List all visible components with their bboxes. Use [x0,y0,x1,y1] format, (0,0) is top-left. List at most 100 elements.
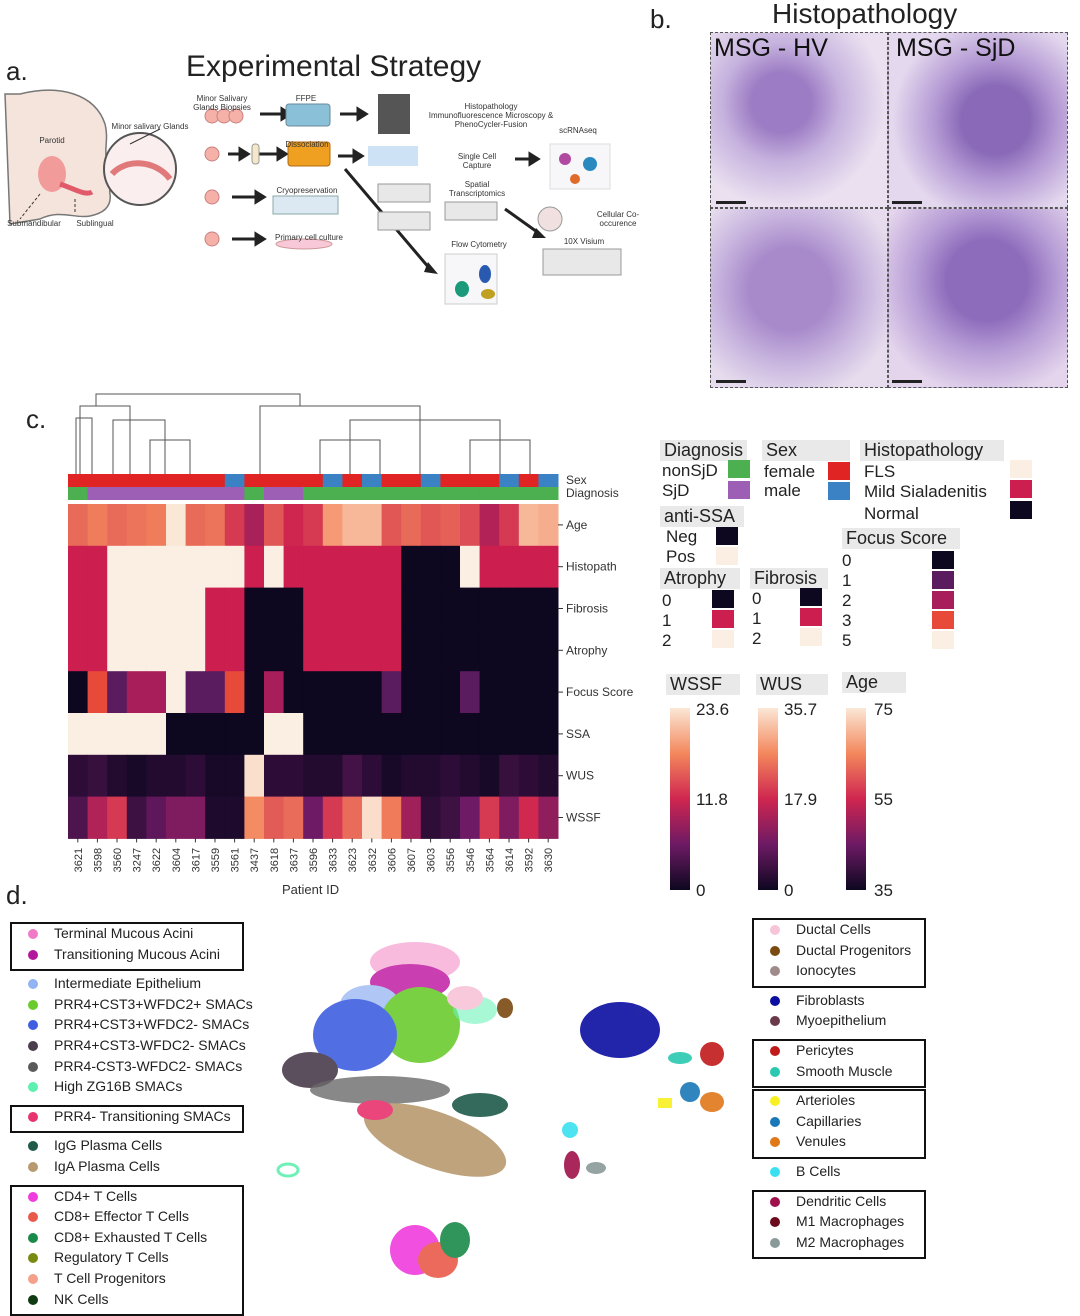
heatmap-cell [342,504,363,547]
heatmap-diagnosis-cell [440,487,461,500]
heatmap-cell [264,545,285,589]
anatomy-minor-label: Minor salivary Glands [111,122,189,131]
legend-item-label: CD4+ T Cells [54,1187,138,1204]
heatmap-cell [322,587,343,630]
heatmap-cell [538,671,559,714]
heatmap-diagnosis-cell [362,487,383,500]
legend-dot [28,1162,38,1172]
legend-swatch [932,571,954,589]
legend-swatch [1010,501,1032,519]
heatmap-cell [107,629,128,672]
dendrogram-branch [300,405,421,474]
histology-sjd-top [888,32,1068,208]
legend-swatch [828,462,850,480]
legend-histopathology-item: Normal [864,504,919,523]
heatmap-cell [87,504,108,547]
heatmap-cell [401,671,422,714]
heatmap-cell [166,629,187,672]
step-visium-label: 10X Visium [563,237,605,246]
heatmap-diagnosis-cell [518,487,539,500]
heatmap-cell [126,796,147,839]
heatmap-diagnosis-cell [185,487,206,500]
heatmap-cell [244,671,265,714]
heatmap-cell [342,629,363,672]
heatmap-cell [420,796,441,839]
heatmap-sex-cell [479,474,500,487]
heatmap-cell [322,713,343,756]
heatmap-cell [205,587,226,630]
heatmap-cell [479,796,500,839]
heatmap-x-label: 3637 [288,848,300,872]
heatmap-x-label: 3561 [230,848,242,872]
legend-item-label: B Cells [796,1163,841,1179]
heatmap-cell [244,754,265,798]
heatmap-x-label: 3632 [367,848,379,872]
heatmap-cell [205,796,226,839]
heatmap-cell [244,713,265,756]
legend-atrophy-item: 1 [662,611,672,630]
heatmap-cell [303,587,324,630]
histology-hv-bottom [710,208,888,388]
legend-item-label: PRR4+CST3+WFDC2- SMACs [54,1016,250,1033]
heatmap-cell [322,545,343,589]
heatmap-diagnosis-cell [244,487,265,500]
legend-item-label: PRR4+CST3+WFDC2+ SMACs [54,995,253,1012]
legend-item-label: IgA Plasma Cells [54,1158,160,1174]
umap-cluster-prr4-transitioning [357,1100,393,1120]
heatmap-cell [401,796,422,839]
umap-cluster-prr4-neg [310,1076,450,1104]
heatmap-sex-cell [381,474,402,487]
heatmap-cell [381,545,402,589]
heatmap-cell [362,504,383,547]
dendrogram-branch [112,419,130,474]
legend-item-label: IgG Plasma Cells [54,1137,163,1154]
heatmap-cell [185,545,206,589]
legend-item-label: M2 Macrophages [796,1233,905,1250]
heatmap-cell [107,671,128,714]
heatmap-cell [205,504,226,547]
heatmap-cell [244,796,265,839]
heatmap-cell [224,754,245,798]
heatmap-cell [479,545,500,589]
heatmap-cell [244,545,265,589]
legend-focus-score-title: Focus Score [842,528,960,549]
heatmap-cell [146,587,167,630]
heatmap-row-label: WUS [566,769,594,783]
heatmap-x-label: 3559 [210,848,222,872]
heatmap-cell [185,754,206,798]
legend-dot [770,1016,780,1027]
panel-c-label: c. [26,404,47,434]
heatmap-cell [381,629,402,672]
heatmap-cell [87,587,108,630]
heatmap-cell [146,754,167,798]
heatmap-cell [185,671,206,714]
legend-dot [28,1020,38,1031]
heatmap-sex-cell [107,474,128,487]
heatmap-cell [126,713,147,756]
heatmap-cell [440,545,461,589]
heatmap-cell [126,629,147,672]
heatmap-cell [342,754,363,798]
umap-cluster-venules [700,1092,724,1112]
heatmap-cell [362,629,383,672]
heatmap-cell [440,504,461,547]
heatmap-cell [479,587,500,630]
heatmap-cell [146,629,167,672]
legend-item-label: Smooth Muscle [796,1062,893,1079]
heatmap-cell [499,504,520,547]
dendrogram-branch [149,439,165,474]
panel-d-label: d. [6,880,28,910]
heatmap-cell [166,587,187,630]
heatmap-sex-cell [499,474,520,487]
heatmap-cell [166,796,187,839]
legend-fibrosis-item: 0 [752,589,762,608]
heatmap-cell [420,545,441,589]
heatmap-cell [68,713,89,756]
heatmap-cell [303,713,324,756]
heatmap-x-label: 3546 [465,848,477,872]
heatmap-x-label: 3621 [73,848,85,872]
legend-dot [28,1191,38,1202]
dendrogram-branch [80,417,93,474]
heatmap-cell [205,754,226,798]
legend-swatch [712,610,734,628]
